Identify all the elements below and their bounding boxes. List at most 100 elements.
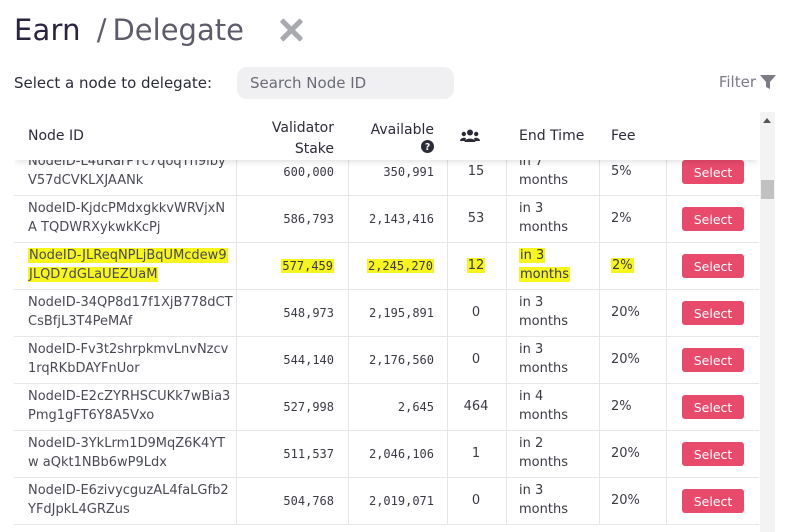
column-divider bbox=[666, 337, 667, 384]
fee-cell: 20% bbox=[611, 352, 640, 367]
column-divider bbox=[348, 149, 349, 196]
column-divider bbox=[348, 478, 349, 525]
node-id-cell: NodeID-JLReqNPLjBqUMcdew9 JLQD7dGLaUEZUa… bbox=[28, 248, 228, 282]
svg-text:?: ? bbox=[425, 141, 430, 152]
select-node-button[interactable]: Select bbox=[682, 207, 744, 231]
help-icon: ? bbox=[421, 139, 434, 153]
select-node-button[interactable]: Select bbox=[682, 489, 744, 513]
column-divider bbox=[599, 243, 600, 290]
delegators-cell: 0 bbox=[471, 352, 481, 367]
column-divider bbox=[348, 337, 349, 384]
select-node-button[interactable]: Select bbox=[682, 395, 744, 419]
column-divider bbox=[506, 337, 507, 384]
column-divider bbox=[666, 196, 667, 243]
select-node-button[interactable]: Select bbox=[682, 254, 744, 278]
column-divider bbox=[506, 478, 507, 525]
column-divider bbox=[348, 431, 349, 478]
column-divider bbox=[506, 196, 507, 243]
column-divider bbox=[599, 337, 600, 384]
scrollbar-thumb[interactable] bbox=[761, 180, 774, 199]
column-divider bbox=[236, 243, 237, 290]
table-row: NodeID-Fv3t2shrpkmvLnvNzcv 1rqRKbDAYFnUo… bbox=[14, 337, 759, 384]
column-divider bbox=[506, 384, 507, 431]
delegators-cell: 0 bbox=[471, 493, 481, 508]
table-header: Node ID Validator Stake Available ? End … bbox=[14, 112, 759, 160]
table-row: NodeID-E2cZYRHSCUKk7wBia3 Pmg1gFT6Y8A5Vx… bbox=[14, 384, 759, 431]
node-table: NodeID-L4uRarPYc7qoqYh9iby V57dCVKLXJAAN… bbox=[14, 112, 759, 532]
table-row: NodeID-KjdcPMdxgkkvWRVjxNA TQDWRXykwkKcP… bbox=[14, 196, 759, 243]
node-id-cell: NodeID-Fv3t2shrpkmvLnvNzcv 1rqRKbDAYFnUo… bbox=[28, 342, 229, 376]
node-id-cell: NodeID-3YkLrm1D9MqZ6K4YTw aQkt1NBb6wP9Ld… bbox=[28, 436, 226, 470]
column-divider bbox=[599, 290, 600, 337]
column-divider bbox=[599, 384, 600, 431]
column-header-validator-stake[interactable]: Validator Stake bbox=[271, 120, 334, 157]
close-icon[interactable] bbox=[278, 17, 304, 43]
column-divider bbox=[348, 384, 349, 431]
fee-cell: 2% bbox=[611, 211, 632, 226]
column-header-node-id[interactable]: Node ID bbox=[28, 128, 84, 144]
fee-cell: 20% bbox=[611, 446, 640, 461]
column-divider bbox=[666, 290, 667, 337]
column-divider bbox=[506, 149, 507, 196]
column-divider bbox=[599, 478, 600, 525]
column-divider bbox=[447, 196, 448, 243]
column-divider bbox=[447, 243, 448, 290]
breadcrumb-separator: / bbox=[96, 13, 107, 47]
table-scrollbar[interactable] bbox=[760, 112, 775, 532]
delegators-cell: 464 bbox=[463, 399, 489, 414]
end-time-cell: in 3 months bbox=[519, 483, 568, 517]
column-header-available[interactable]: Available ? bbox=[370, 121, 434, 153]
column-divider bbox=[666, 384, 667, 431]
page-title: Earn bbox=[14, 13, 81, 47]
table-row: NodeID-34QP8d17f1XjB778dCT CsBfjL3T4PeMA… bbox=[14, 290, 759, 337]
validator-stake-cell: 586,793 bbox=[283, 212, 334, 226]
column-divider bbox=[506, 243, 507, 290]
delegators-cell: 12 bbox=[466, 258, 486, 273]
column-divider bbox=[348, 243, 349, 290]
table-row: NodeID-3YkLrm1D9MqZ6K4YTw aQkt1NBb6wP9Ld… bbox=[14, 431, 759, 478]
fee-cell: 2% bbox=[611, 399, 632, 414]
delegators-cell: 1 bbox=[471, 446, 481, 461]
node-id-cell: NodeID-KjdcPMdxgkkvWRVjxNA TQDWRXykwkKcP… bbox=[28, 201, 226, 235]
end-time-cell: in 4 months bbox=[519, 389, 568, 423]
column-header-delegators[interactable] bbox=[460, 112, 480, 160]
delegators-cell: 0 bbox=[471, 305, 481, 320]
column-divider bbox=[447, 478, 448, 525]
column-header-fee[interactable]: Fee bbox=[611, 128, 636, 144]
table-body: NodeID-L4uRarPYc7qoqYh9iby V57dCVKLXJAAN… bbox=[14, 149, 759, 525]
column-divider bbox=[236, 196, 237, 243]
select-node-button[interactable]: Select bbox=[682, 442, 744, 466]
column-divider bbox=[599, 431, 600, 478]
select-node-button[interactable]: Select bbox=[682, 160, 744, 184]
available-cell: 2,046,106 bbox=[368, 447, 434, 461]
page-header: Earn / Delegate bbox=[14, 8, 304, 52]
node-id-cell: NodeID-E6zivycguzAL4faLGfb2 YFdJpkL4GRZu… bbox=[28, 483, 229, 517]
select-node-label: Select a node to delegate: bbox=[14, 74, 213, 92]
column-divider bbox=[506, 431, 507, 478]
validator-stake-cell: 548,973 bbox=[283, 306, 334, 320]
column-divider bbox=[236, 478, 237, 525]
delegators-cell: 53 bbox=[467, 211, 485, 226]
column-header-end-time[interactable]: End Time bbox=[519, 128, 585, 144]
column-divider bbox=[236, 431, 237, 478]
page-subtitle: Delegate bbox=[112, 13, 244, 47]
select-node-button[interactable]: Select bbox=[682, 348, 744, 372]
column-divider bbox=[599, 196, 600, 243]
end-time-cell: in 3 months bbox=[519, 342, 568, 376]
table-row: NodeID-E6zivycguzAL4faLGfb2 YFdJpkL4GRZu… bbox=[14, 478, 759, 525]
select-node-button[interactable]: Select bbox=[682, 301, 744, 325]
search-node-input[interactable] bbox=[237, 67, 454, 99]
filter-funnel-icon bbox=[760, 75, 776, 89]
column-divider bbox=[447, 431, 448, 478]
column-divider bbox=[236, 337, 237, 384]
people-icon bbox=[460, 129, 480, 142]
available-cell: 2,645 bbox=[397, 400, 434, 414]
available-cell: 2,245,270 bbox=[366, 259, 434, 273]
column-divider bbox=[666, 431, 667, 478]
scroll-up-arrow-icon[interactable] bbox=[763, 118, 771, 123]
fee-cell: 2% bbox=[611, 258, 634, 273]
available-cell: 2,143,416 bbox=[368, 212, 434, 226]
filter-button[interactable]: Filter bbox=[719, 73, 776, 91]
available-cell: 2,176,560 bbox=[368, 353, 434, 367]
fee-cell: 20% bbox=[611, 493, 640, 508]
